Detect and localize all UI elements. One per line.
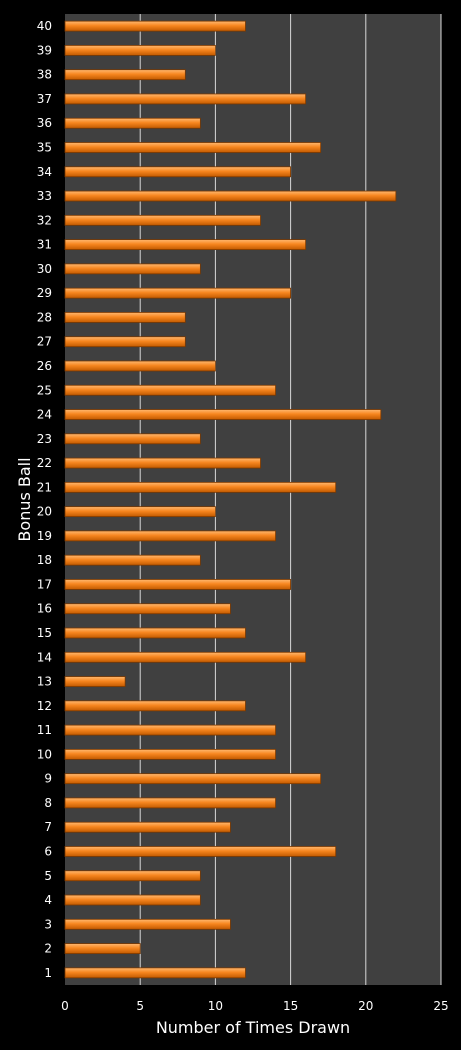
plot-area xyxy=(65,14,441,985)
y-axis-title: Bonus Ball xyxy=(15,457,34,541)
bar-39 xyxy=(64,45,216,56)
y-tick-label-34: 34 xyxy=(37,165,52,179)
x-tick-label-5: 5 xyxy=(136,999,144,1013)
y-tick-label-7: 7 xyxy=(44,820,52,834)
y-tick-label-6: 6 xyxy=(44,844,52,858)
bar-5 xyxy=(64,870,201,882)
y-tick-label-8: 8 xyxy=(44,796,52,810)
bar-12 xyxy=(64,700,246,712)
bar-1 xyxy=(64,967,246,979)
bar-14 xyxy=(64,651,307,663)
bar-11 xyxy=(64,724,276,736)
y-tick-label-20: 20 xyxy=(37,505,52,519)
y-tick-label-27: 27 xyxy=(37,335,52,349)
y-tick-label-13: 13 xyxy=(37,675,52,689)
y-tick-label-19: 19 xyxy=(37,529,52,543)
x-tick-label-25: 25 xyxy=(433,999,448,1013)
y-tick-label-38: 38 xyxy=(37,68,52,82)
y-tick-label-4: 4 xyxy=(44,893,52,907)
bar-10 xyxy=(64,748,276,760)
bar-40 xyxy=(64,20,246,32)
bar-28 xyxy=(64,312,186,323)
bar-20 xyxy=(64,506,216,518)
y-tick-label-31: 31 xyxy=(37,238,52,252)
x-tick-label-20: 20 xyxy=(358,999,373,1013)
bar-33 xyxy=(64,190,397,202)
y-tick-label-26: 26 xyxy=(37,359,52,373)
bar-22 xyxy=(64,457,261,469)
bar-2 xyxy=(64,943,141,954)
y-tick-label-22: 22 xyxy=(37,456,52,470)
x-tick-labels: 0 5 10 15 20 25 xyxy=(61,999,448,1013)
bar-7 xyxy=(64,821,231,833)
y-tick-label-12: 12 xyxy=(37,699,52,713)
y-tick-label-29: 29 xyxy=(37,286,52,300)
bar-19 xyxy=(64,530,276,542)
y-tick-label-15: 15 xyxy=(37,626,52,640)
y-tick-label-21: 21 xyxy=(37,480,52,494)
bar-27 xyxy=(64,336,186,348)
y-tick-label-16: 16 xyxy=(37,602,52,616)
y-tick-label-24: 24 xyxy=(37,408,52,422)
bar-32 xyxy=(64,214,261,226)
y-tick-label-36: 36 xyxy=(37,116,52,130)
y-tick-label-23: 23 xyxy=(37,432,52,446)
bar-3 xyxy=(64,918,231,930)
bar-35 xyxy=(64,142,322,153)
y-tick-label-32: 32 xyxy=(37,213,52,227)
y-tick-label-17: 17 xyxy=(37,577,52,591)
bar-17 xyxy=(64,579,292,590)
bar-25 xyxy=(64,384,276,396)
bar-4 xyxy=(64,894,201,906)
bar-37 xyxy=(64,93,307,105)
x-tick-label-15: 15 xyxy=(283,999,298,1013)
y-tick-label-18: 18 xyxy=(37,553,52,567)
bar-6 xyxy=(64,846,337,857)
bar-18 xyxy=(64,554,201,566)
y-tick-labels: 1234567891011121314151617181920212223242… xyxy=(37,19,52,980)
y-tick-label-30: 30 xyxy=(37,262,52,276)
bar-9 xyxy=(64,773,322,785)
x-tick-label-10: 10 xyxy=(208,999,223,1013)
y-tick-label-25: 25 xyxy=(37,383,52,397)
bar-8 xyxy=(64,797,276,809)
y-tick-label-5: 5 xyxy=(44,869,52,883)
y-tick-label-40: 40 xyxy=(37,19,52,33)
y-tick-label-11: 11 xyxy=(37,723,52,737)
bars xyxy=(64,20,397,979)
y-tick-label-9: 9 xyxy=(44,772,52,786)
x-tick-label-0: 0 xyxy=(61,999,69,1013)
bar-34 xyxy=(64,166,292,178)
y-tick-label-37: 37 xyxy=(37,92,52,106)
y-tick-label-10: 10 xyxy=(37,747,52,761)
y-tick-label-33: 33 xyxy=(37,189,52,203)
bar-24 xyxy=(64,409,382,420)
y-tick-label-39: 39 xyxy=(37,43,52,57)
bar-15 xyxy=(64,627,246,639)
y-tick-label-14: 14 xyxy=(37,650,52,664)
y-tick-label-28: 28 xyxy=(37,310,52,324)
y-tick-label-1: 1 xyxy=(44,966,52,980)
bar-29 xyxy=(64,287,292,299)
bar-36 xyxy=(64,117,201,129)
y-tick-label-3: 3 xyxy=(44,917,52,931)
bar-30 xyxy=(64,263,201,275)
bar-16 xyxy=(64,603,231,615)
y-tick-label-35: 35 xyxy=(37,141,52,155)
bar-21 xyxy=(64,481,337,493)
bar-38 xyxy=(64,69,186,81)
bar-13 xyxy=(64,676,126,687)
x-axis-title: Number of Times Drawn xyxy=(156,1018,350,1037)
y-tick-label-2: 2 xyxy=(44,942,52,956)
bar-23 xyxy=(64,433,201,445)
bar-26 xyxy=(64,360,216,372)
bar-31 xyxy=(64,239,307,251)
